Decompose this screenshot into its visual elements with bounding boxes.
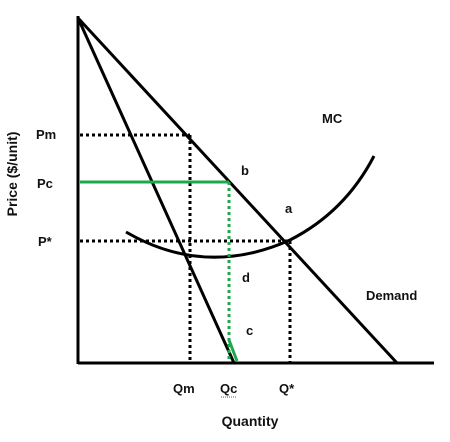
qstar-label: Q* [279,381,295,396]
mc-curve [125,155,376,259]
pc-label: Pc [37,176,53,191]
pstar-label: P* [38,234,53,249]
mc-label: MC [322,111,343,126]
pm-label: Pm [36,127,56,142]
point-d-label: d [242,270,250,285]
demand-label: Demand [366,288,417,303]
qm-label: Qm [173,381,195,396]
point-c-label: c [246,323,253,338]
demand-curve [76,16,399,365]
mr-highlight-segment [227,339,239,362]
point-b-label: b [241,163,249,178]
qc-label: Qc [220,381,237,396]
y-axis-title: Price ($/unit) [4,132,20,217]
marginal-revenue-curve [76,17,236,364]
point-a-label: a [285,201,293,216]
x-axis-title: Quantity [222,413,279,429]
